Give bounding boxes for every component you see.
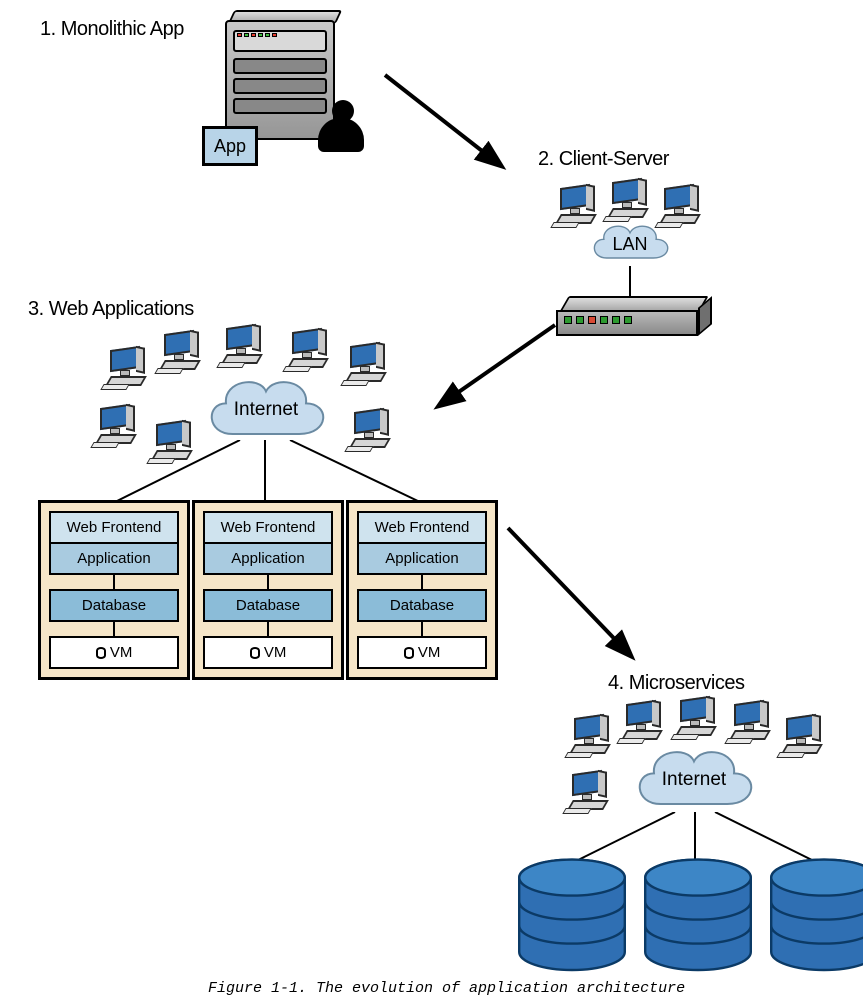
tier-database: Database [49, 589, 179, 622]
pc-icon [288, 330, 332, 374]
label-web-apps: 3. Web Applications [28, 298, 194, 321]
connector-line [421, 575, 423, 589]
internet-cloud-web-label: Internet [234, 399, 298, 421]
lan-cloud-icon: LAN [582, 216, 678, 272]
stack-column: Web FrontendApplication Database VM [192, 500, 344, 680]
connector-line [267, 575, 269, 589]
label-client-server: 2. Client-Server [538, 148, 669, 171]
figure-caption: Figure 1-1. The evolution of application… [208, 980, 685, 997]
router-icon [556, 296, 706, 348]
pc-icon [346, 344, 390, 388]
tier-frontend: Web Frontend [357, 511, 487, 544]
database-cylinder-icon [638, 856, 758, 976]
lan-cloud-label: LAN [612, 234, 647, 255]
arrow-monolithic-to-clientserver [380, 70, 520, 185]
arrow-clientserver-to-web [430, 320, 570, 425]
stack-column: Web FrontendApplication Database VM [38, 500, 190, 680]
pc-icon [782, 716, 826, 760]
tier-application: Application [203, 542, 333, 575]
connector-line [628, 266, 632, 300]
internet-cloud-web-icon: Internet [192, 370, 340, 450]
tier-frontend: Web Frontend [203, 511, 333, 544]
user-icon [318, 100, 364, 156]
tier-database: Database [203, 589, 333, 622]
pc-icon [568, 772, 612, 816]
internet-cloud-micro-label: Internet [662, 769, 726, 791]
tier-application: Application [357, 542, 487, 575]
pc-icon [570, 716, 614, 760]
pc-icon [106, 348, 150, 392]
app-box: App [202, 126, 258, 166]
tier-frontend: Web Frontend [49, 511, 179, 544]
pc-icon [676, 698, 720, 742]
label-microservices: 4. Microservices [608, 672, 744, 695]
label-monolithic: 1. Monolithic App [40, 18, 184, 41]
stack-column: Web FrontendApplication Database VM [346, 500, 498, 680]
database-cylinder-icon [512, 856, 632, 976]
pc-icon [222, 326, 266, 370]
database-cylinder-icon [764, 856, 863, 976]
arrow-web-to-microservices [500, 520, 650, 675]
connector-line [113, 575, 115, 589]
tier-vm: VM [357, 636, 487, 669]
diagram-stage: 1. Monolithic App App 2. Client-Server L… [0, 0, 863, 1006]
connector-line [113, 622, 115, 636]
tier-database: Database [357, 589, 487, 622]
connector-line [267, 622, 269, 636]
tier-application: Application [49, 542, 179, 575]
tier-vm: VM [203, 636, 333, 669]
tier-vm: VM [49, 636, 179, 669]
internet-cloud-micro-icon: Internet [620, 740, 768, 820]
connector-line [421, 622, 423, 636]
app-box-label: App [214, 136, 246, 157]
